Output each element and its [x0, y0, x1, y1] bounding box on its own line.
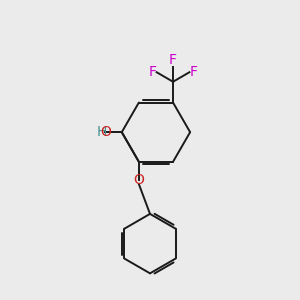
- Text: F: F: [189, 65, 197, 79]
- Text: F: F: [169, 53, 177, 67]
- Text: O: O: [134, 172, 144, 187]
- Text: O: O: [100, 125, 111, 139]
- Text: F: F: [149, 65, 157, 79]
- Text: H: H: [97, 125, 107, 139]
